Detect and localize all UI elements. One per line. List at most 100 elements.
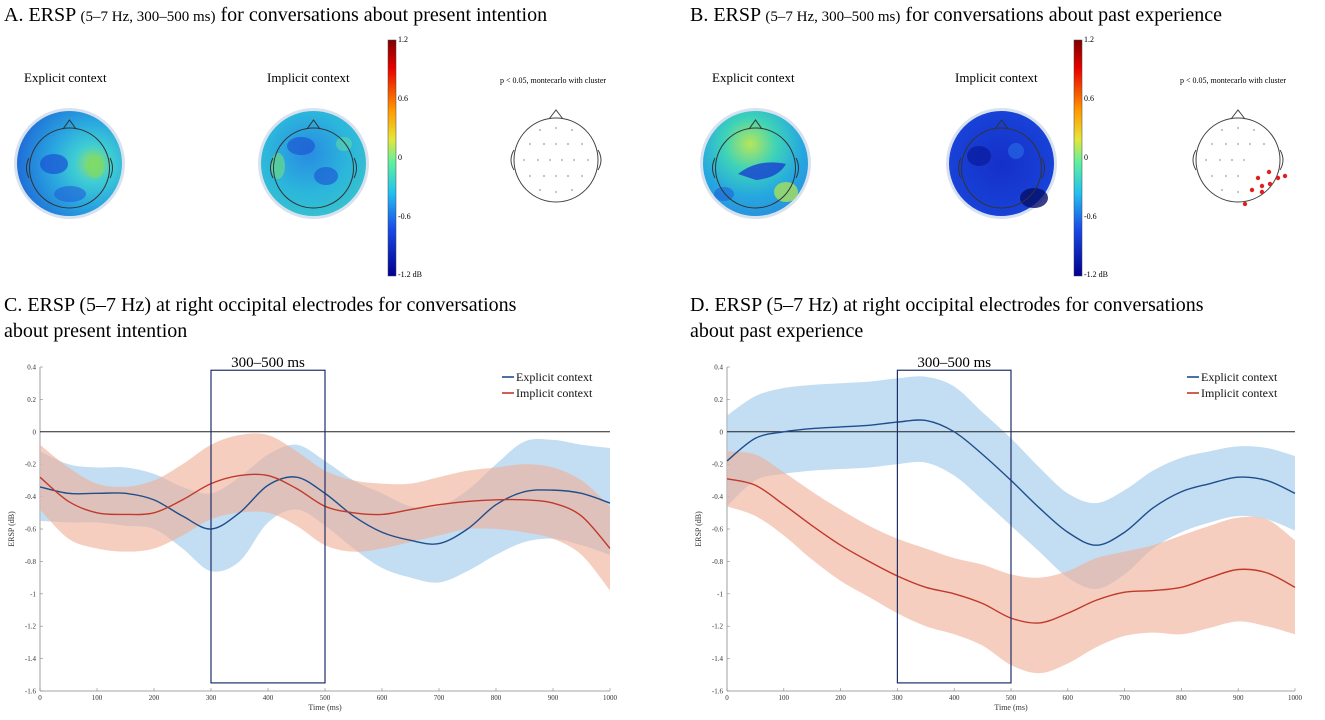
panel-d-title-line2: about past experience [690, 320, 864, 342]
y-tick-label: 0.2 [27, 396, 36, 404]
y-tick-label: -1.6 [712, 688, 724, 696]
panel-b-implicit-topomap [946, 108, 1057, 219]
y-tick-label: -1.4 [712, 655, 724, 663]
panel-a-cbar-tick-5: -1.2 dB [398, 270, 422, 279]
panel-a-implicit-label: Implicit context [267, 70, 350, 85]
legend-label-0: Explicit context [516, 370, 593, 384]
panel-a-title-small: (5–7 Hz, 300–500 ms) [80, 9, 216, 25]
y-tick-label: -0.2 [712, 461, 724, 469]
y-tick-label: -1.2 [25, 623, 37, 631]
y-tick-label: -0.4 [25, 493, 37, 501]
panel-c-title-line2: about present intention [4, 320, 188, 342]
y-axis-label: ERSP (dB) [694, 511, 703, 547]
x-tick-label: 200 [149, 694, 160, 702]
panel-a-head-outline [510, 109, 602, 203]
panel-c-title-line1: C. ERSP (5–7 Hz) at right occipital elec… [4, 294, 517, 316]
panel-a-stat-note: p < 0.05, montecarlo with cluster [500, 76, 607, 85]
panel-d-title: D. ERSP (5–7 Hz) at right occipital elec… [690, 292, 1204, 344]
chart-d: 0.40.20-0.2-0.4-0.6-0.8-1-1.2-1.4-1.60 10… [694, 355, 1303, 712]
band-implicit-context [727, 451, 1295, 674]
y-tick-label: -0.2 [25, 461, 37, 469]
y-tick-label: -0.6 [25, 526, 37, 534]
y-tick-label: 0.4 [27, 364, 36, 372]
panel-b-cbar-tick-5: -1.2 dB [1084, 270, 1108, 279]
y-tick-label: -0.6 [712, 526, 724, 534]
panel-b-title-main: ERSP [713, 4, 761, 26]
time-window-box [896, 369, 1012, 684]
panel-b-implicit-label: Implicit context [955, 70, 1038, 85]
panel-a-title-main: ERSP [28, 4, 76, 26]
panel-a-cbar-tick-3: 0 [398, 153, 402, 162]
x-tick-label: 100 [779, 694, 790, 702]
x-tick-label: 300 [206, 694, 217, 702]
x-tick-label: 0 [38, 694, 42, 702]
y-tick-label: 0.2 [714, 396, 723, 404]
panel-b-cbar-tick-1: 1.2 [1084, 35, 1094, 44]
y-tick-label: -0.8 [25, 558, 37, 566]
x-tick-label: 700 [1119, 694, 1130, 702]
x-tick-label: 200 [835, 694, 846, 702]
y-tick-label: -1.2 [712, 623, 724, 631]
y-tick-label: 0 [33, 428, 37, 436]
panel-b-cbar-tick-4: -0.6 [1084, 212, 1097, 221]
y-axis-label: ERSP (dB) [7, 511, 16, 547]
x-tick-label: 500 [320, 694, 331, 702]
legend-label-1: Implicit context [1201, 386, 1278, 400]
x-tick-label: 800 [491, 694, 502, 702]
x-tick-label: 600 [1063, 694, 1074, 702]
panel-a-letter: A. [4, 4, 24, 26]
y-tick-label: -0.4 [712, 493, 724, 501]
x-tick-label: 100 [92, 694, 103, 702]
panel-b-stat-note: p < 0.05, montecarlo with cluster [1180, 76, 1287, 85]
y-tick-label: 0.4 [714, 364, 723, 372]
x-tick-label: 1000 [1288, 694, 1303, 702]
x-tick-label: 300 [892, 694, 903, 702]
panel-b-explicit-label: Explicit context [712, 70, 795, 85]
x-tick-label: 0 [725, 694, 729, 702]
panel-a-cbar-tick-4: -0.6 [398, 212, 411, 221]
panel-a-title-rest: for conversations about present intentio… [220, 4, 548, 26]
panel-a-explicit-topomap [14, 108, 125, 219]
x-axis-label: Time (ms) [994, 703, 1028, 712]
panel-d-title-line1: D. ERSP (5–7 Hz) at right occipital elec… [690, 294, 1204, 316]
x-tick-label: 400 [263, 694, 274, 702]
x-axis-label: Time (ms) [308, 703, 342, 712]
panel-b-cbar-tick-3: 0 [1084, 153, 1088, 162]
legend-label-0: Explicit context [1201, 370, 1278, 384]
panel-b-title-rest: for conversations about past experience [905, 4, 1222, 26]
panel-a-implicit-topomap [258, 108, 369, 219]
time-window-box [210, 369, 326, 684]
y-tick-label: 0 [720, 428, 724, 436]
panel-b-letter: B. [690, 4, 709, 26]
x-tick-label: 900 [548, 694, 559, 702]
panel-b-explicit-topomap [700, 108, 811, 219]
y-tick-label: -1 [30, 590, 36, 598]
x-tick-label: 400 [949, 694, 960, 702]
x-tick-label: 500 [1006, 694, 1017, 702]
x-tick-label: 800 [1176, 694, 1187, 702]
panel-a-colorbar [387, 39, 397, 277]
panel-b-title: B. ERSP (5–7 Hz, 300–500 ms) for convers… [690, 2, 1222, 30]
x-tick-label: 700 [434, 694, 445, 702]
panel-a-cbar-tick-2: 0.6 [398, 94, 408, 103]
y-tick-label: -1.4 [25, 655, 37, 663]
panel-b-head-outline [1192, 109, 1288, 207]
chart-c: 0.40.20-0.2-0.4-0.6-0.8-1-1.2-1.4-1.60 10… [7, 355, 618, 712]
legend-label-1: Implicit context [516, 386, 593, 400]
panel-a-cbar-tick-1: 1.2 [398, 35, 408, 44]
significant-electrodes [1242, 169, 1288, 207]
x-tick-label: 600 [377, 694, 388, 702]
y-tick-label: -0.8 [712, 558, 724, 566]
panel-c-title: C. ERSP (5–7 Hz) at right occipital elec… [4, 292, 516, 344]
x-tick-label: 900 [1233, 694, 1244, 702]
panel-a-explicit-label: Explicit context [24, 70, 107, 85]
panel-b-title-small: (5–7 Hz, 300–500 ms) [765, 9, 901, 25]
panel-b-colorbar [1073, 39, 1083, 277]
y-tick-label: -1.6 [25, 688, 37, 696]
time-window-label: 300–500 ms [917, 355, 991, 371]
time-window-label: 300–500 ms [231, 355, 305, 371]
y-tick-label: -1 [717, 590, 723, 598]
panel-a-title: A. ERSP (5–7 Hz, 300–500 ms) for convers… [4, 2, 547, 30]
x-tick-label: 1000 [603, 694, 618, 702]
panel-b-cbar-tick-2: 0.6 [1084, 94, 1094, 103]
